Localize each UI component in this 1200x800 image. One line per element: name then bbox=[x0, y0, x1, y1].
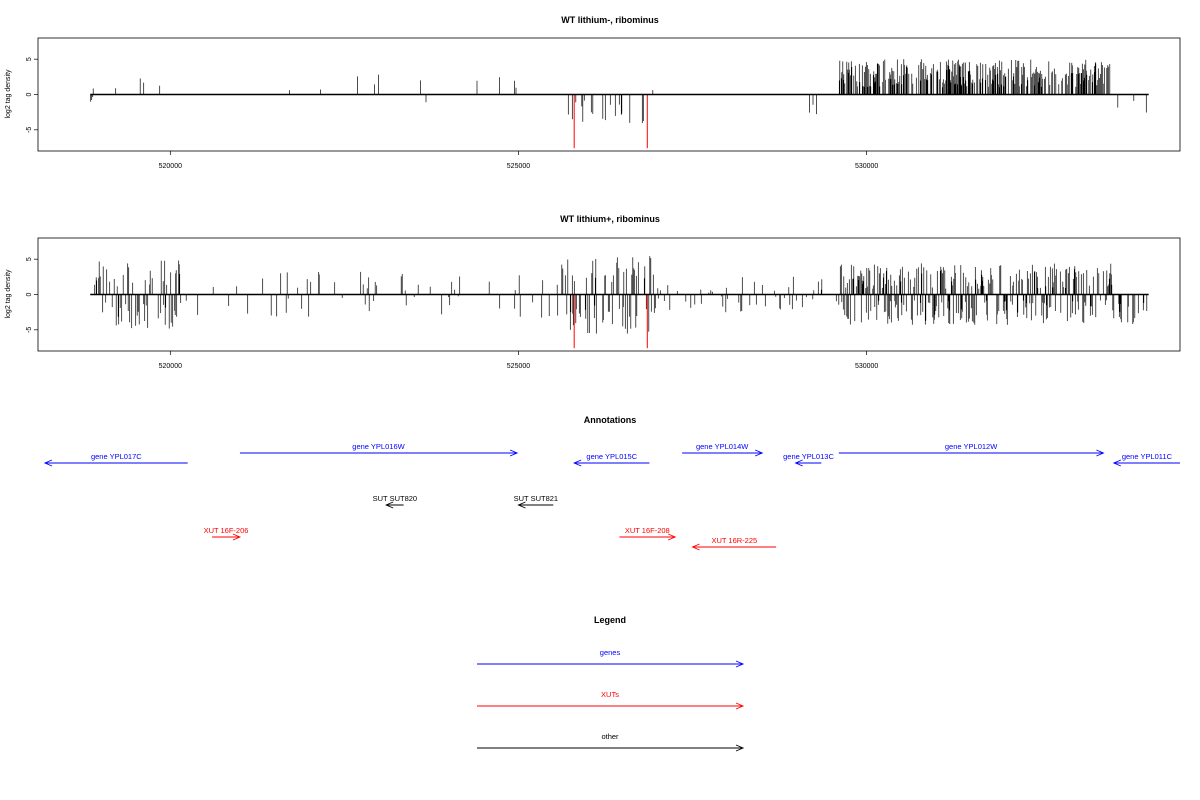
feature-arrow-arrowhead bbox=[755, 449, 764, 457]
feature-label: gene YPL014W bbox=[696, 442, 749, 451]
x-tick-label: 520000 bbox=[159, 163, 182, 170]
signal-bars bbox=[90, 59, 1147, 124]
feature-arrow-arrowhead bbox=[385, 501, 394, 509]
feature: gene YPL017C bbox=[43, 452, 188, 467]
feature-arrow-arrowhead bbox=[43, 459, 53, 467]
chart-title: WT lithium+, ribominus bbox=[560, 214, 660, 224]
y-axis-label: log2 tag density bbox=[5, 269, 12, 319]
x-axis: 520000 525000 530000 bbox=[159, 351, 878, 370]
y-tick-label: -5 bbox=[26, 127, 33, 133]
y-tick-label: 0 bbox=[26, 92, 33, 96]
feature-label: gene YPL013C bbox=[783, 452, 834, 461]
x-tick-label: 530000 bbox=[855, 363, 878, 370]
legend-entries: genes XUTs other bbox=[477, 648, 745, 752]
feature-arrow-arrowhead bbox=[1096, 449, 1105, 457]
feature-label: gene YPL012W bbox=[945, 442, 998, 451]
x-tick-label: 530000 bbox=[855, 163, 878, 170]
feature: gene YPL014W bbox=[682, 442, 764, 457]
legend-label: other bbox=[601, 732, 619, 741]
feature: gene YPL016W bbox=[239, 442, 519, 457]
x-tick-label: 525000 bbox=[507, 363, 530, 370]
x-axis: 520000 525000 530000 bbox=[159, 151, 878, 170]
feature-arrow-arrowhead bbox=[794, 459, 803, 467]
legend-entry: genes bbox=[477, 648, 745, 668]
feature: gene YPL011C bbox=[1112, 452, 1180, 467]
feature-label: XUT 16F-208 bbox=[625, 526, 670, 535]
legend-title: Legend bbox=[594, 615, 626, 625]
x-tick-label: 520000 bbox=[159, 363, 182, 370]
legend: Legend genes XUTs other bbox=[477, 615, 745, 752]
feature-label: SUT SUT820 bbox=[373, 494, 417, 503]
y-tick-label: 5 bbox=[26, 57, 33, 61]
feature-arrow-arrowhead bbox=[667, 533, 677, 541]
feature-label: gene YPL017C bbox=[91, 452, 142, 461]
y-tick-label: 5 bbox=[26, 257, 33, 261]
feature-arrow-arrowhead bbox=[573, 459, 582, 467]
y-tick-label: -5 bbox=[26, 327, 33, 333]
legend-label: XUTs bbox=[601, 690, 619, 699]
legend-arrow-arrowhead bbox=[735, 660, 745, 668]
y-tick-label: 0 bbox=[26, 292, 33, 296]
annotations-title: Annotations bbox=[584, 415, 637, 425]
feature-label: gene YPL015C bbox=[586, 452, 637, 461]
feature: gene YPL015C bbox=[573, 452, 650, 467]
feature-arrow-arrowhead bbox=[1112, 459, 1122, 467]
feature-list: gene YPL017C gene YPL016W gene YPL015C gene… bbox=[43, 442, 1180, 551]
highlight-bars bbox=[573, 94, 648, 149]
feature: gene YPL012W bbox=[838, 442, 1105, 457]
legend-label: genes bbox=[600, 648, 621, 657]
feature-label: gene YPL011C bbox=[1122, 452, 1173, 461]
feature: XUT 16R-225 bbox=[691, 536, 777, 551]
feature: XUT 16F-208 bbox=[619, 526, 677, 541]
feature: gene YPL013C bbox=[783, 452, 834, 467]
chart-panel-lithium-minus: WT lithium-, ribominus 520000 525000 53000… bbox=[5, 15, 1181, 170]
feature: SUT SUT820 bbox=[373, 494, 417, 509]
x-tick-label: 525000 bbox=[507, 163, 530, 170]
y-axis: 5 0 -5 bbox=[26, 57, 38, 133]
feature-arrow-arrowhead bbox=[232, 533, 242, 541]
legend-entry: other bbox=[477, 732, 745, 752]
feature-arrow-arrowhead bbox=[691, 543, 700, 551]
chart-panel-lithium-plus: WT lithium+, ribominus 520000 525000 53000… bbox=[5, 214, 1181, 370]
feature-label: XUT 16R-225 bbox=[711, 536, 757, 545]
feature-arrow-arrowhead bbox=[509, 449, 519, 457]
legend-entry: XUTs bbox=[477, 690, 745, 710]
feature-label: SUT SUT821 bbox=[514, 494, 558, 503]
feature-arrow-arrowhead bbox=[517, 501, 526, 509]
feature: SUT SUT821 bbox=[514, 494, 558, 509]
feature-label: XUT 16F-206 bbox=[204, 526, 249, 535]
y-axis-label: log2 tag density bbox=[5, 69, 12, 119]
legend-arrow-arrowhead bbox=[735, 744, 745, 752]
legend-arrow-arrowhead bbox=[735, 702, 745, 710]
feature-label: gene YPL016W bbox=[352, 442, 405, 451]
chart-title: WT lithium-, ribominus bbox=[561, 15, 659, 25]
y-axis: 5 0 -5 bbox=[26, 257, 38, 333]
highlight-bars bbox=[573, 294, 648, 349]
feature: XUT 16F-206 bbox=[204, 526, 249, 541]
